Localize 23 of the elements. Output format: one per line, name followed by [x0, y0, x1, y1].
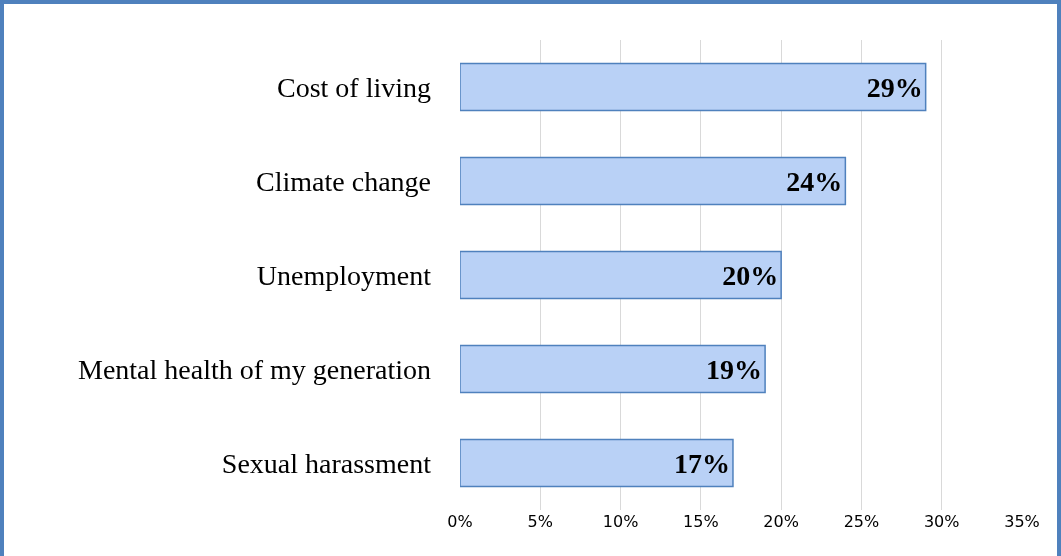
- data-label: 24%: [786, 165, 843, 197]
- data-label: 29%: [866, 71, 923, 103]
- x-tick-label: 35%: [1004, 512, 1040, 531]
- bar: [460, 438, 734, 488]
- x-tick-label: 10%: [602, 512, 639, 531]
- x-tick-label: 5%: [527, 512, 553, 531]
- y-tick-label: Sexual harassment: [221, 447, 432, 479]
- data-label: 19%: [706, 353, 763, 385]
- bar: [460, 344, 766, 394]
- data-label: 20%: [722, 259, 779, 291]
- y-tick-label: Mental health of my generation: [78, 353, 431, 385]
- y-tick-label: Climate change: [256, 165, 431, 197]
- y-tick-label: Cost of living: [276, 71, 431, 103]
- x-tick-label: 0%: [447, 512, 473, 531]
- bar: [460, 156, 847, 206]
- bar: [460, 250, 782, 300]
- x-tick-label: 30%: [923, 512, 960, 531]
- y-tick-label: Unemployment: [256, 259, 432, 291]
- data-label: 17%: [673, 447, 730, 479]
- bar: [460, 62, 927, 112]
- x-tick-label: 20%: [763, 512, 799, 531]
- x-tick-label: 15%: [683, 512, 719, 531]
- x-tick-label: 25%: [843, 512, 880, 531]
